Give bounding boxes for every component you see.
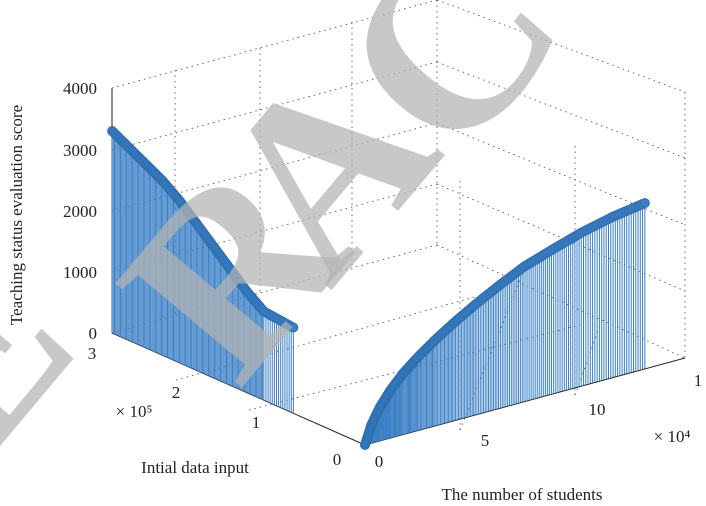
x-tick-label: 5 bbox=[481, 431, 490, 450]
y-tick-label: 1 bbox=[252, 413, 261, 432]
x-axis-multiplier: × 10⁴ bbox=[654, 427, 691, 446]
x-tick-label: 10 bbox=[589, 400, 606, 419]
stem-series-0 bbox=[107, 125, 299, 414]
z-tick-label: 4000 bbox=[63, 79, 97, 98]
z-tick-label: 2000 bbox=[63, 202, 97, 221]
x-tick-labels: 0 5 10 1 bbox=[375, 371, 703, 471]
data-series bbox=[107, 125, 650, 450]
z-tick-label: 0 bbox=[89, 324, 98, 343]
stem-marker bbox=[288, 322, 299, 333]
z-axis-label: Teaching status evaluation score bbox=[7, 105, 26, 325]
stem-marker bbox=[639, 198, 650, 209]
z-tick-label: 3000 bbox=[63, 141, 97, 160]
y-tick-label: 3 bbox=[88, 344, 97, 363]
y-axis-multiplier: × 10⁵ bbox=[116, 402, 153, 421]
x-axis-label: The number of students bbox=[442, 485, 603, 504]
y-tick-label: 0 bbox=[333, 450, 342, 469]
x-tick-label: 1 bbox=[694, 371, 703, 390]
retracted-watermark: R A C E bbox=[0, 0, 613, 503]
z-tick-labels: 0 1000 2000 3000 4000 bbox=[63, 79, 97, 343]
x-tick-label: 0 bbox=[375, 452, 384, 471]
y-tick-labels: 0 1 2 3 bbox=[88, 344, 342, 469]
y-tick-label: 2 bbox=[172, 383, 181, 402]
y-axis-label: Intial data input bbox=[141, 458, 249, 477]
stem-series-1 bbox=[360, 198, 650, 450]
z-tick-label: 1000 bbox=[63, 263, 97, 282]
